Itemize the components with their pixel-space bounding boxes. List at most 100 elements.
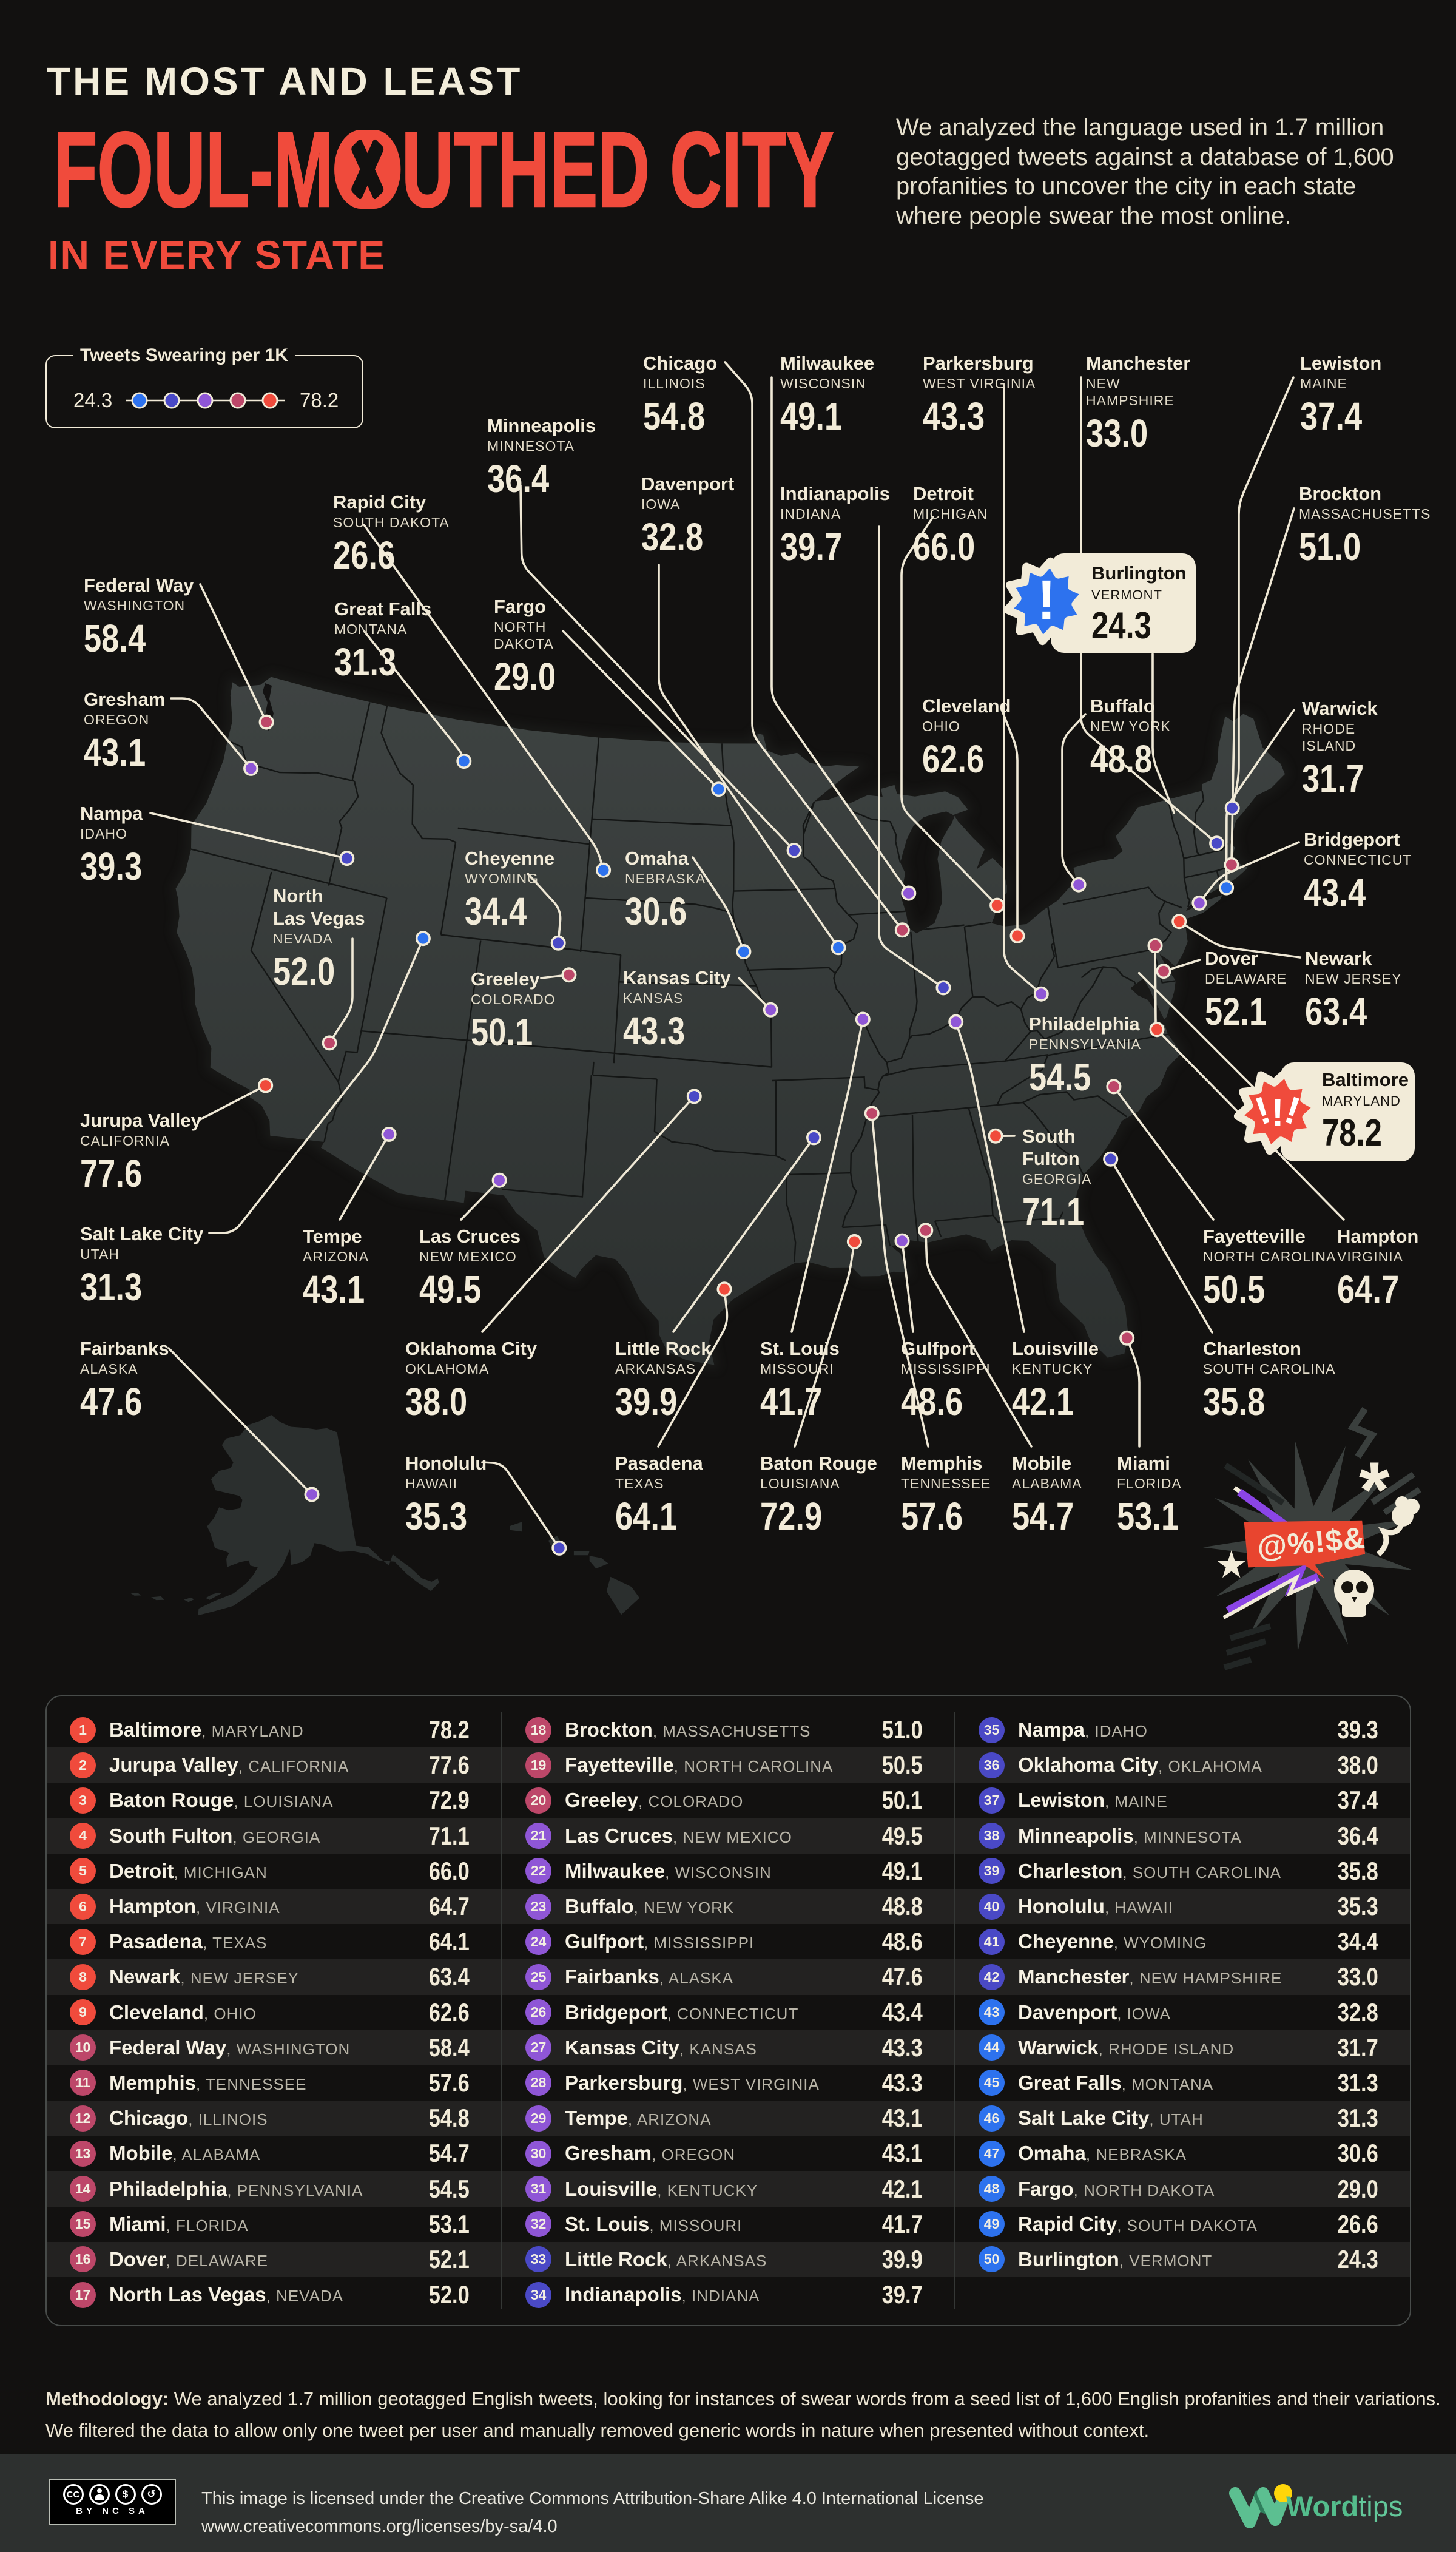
svg-text:Little Rock: Little Rock: [615, 1338, 712, 1359]
svg-text:Davenport: Davenport: [641, 473, 734, 495]
svg-text:Brockton: Brockton: [1299, 483, 1381, 504]
svg-text:26.6: 26.6: [333, 534, 395, 577]
svg-text:Gresham: Gresham: [84, 689, 165, 710]
svg-text:Fargo: Fargo: [494, 596, 546, 617]
svg-text:WASHINGTON: WASHINGTON: [84, 598, 185, 613]
svg-text:South: South: [1022, 1126, 1076, 1147]
svg-text:54.5: 54.5: [1029, 1056, 1091, 1099]
svg-text:52.0: 52.0: [273, 950, 335, 993]
svg-text:St. Louis: St. Louis: [760, 1338, 840, 1359]
svg-text:RHODE: RHODE: [1302, 721, 1355, 737]
svg-text:Fayetteville: Fayetteville: [1203, 1226, 1306, 1247]
svg-text:Indianapolis: Indianapolis: [780, 483, 890, 504]
svg-text:ARIZONA: ARIZONA: [303, 1249, 369, 1264]
svg-text:63.4: 63.4: [1305, 990, 1367, 1033]
svg-text:54.7: 54.7: [1012, 1495, 1074, 1538]
svg-text:Baton Rouge: Baton Rouge: [760, 1453, 877, 1474]
svg-text:71.1: 71.1: [1022, 1190, 1084, 1234]
svg-text:NORTH CAROLINA: NORTH CAROLINA: [1203, 1249, 1336, 1264]
svg-text:24.3: 24.3: [73, 389, 112, 411]
svg-text:WEST VIRGINIA: WEST VIRGINIA: [923, 376, 1036, 391]
svg-text:KANSAS: KANSAS: [623, 990, 683, 1006]
svg-text:HAWAII: HAWAII: [405, 1476, 457, 1491]
svg-text:Detroit: Detroit: [913, 483, 974, 504]
svg-text:Warwick: Warwick: [1302, 698, 1378, 719]
svg-text:ARKANSAS: ARKANSAS: [615, 1361, 696, 1377]
svg-text:78.2: 78.2: [1322, 1112, 1382, 1154]
svg-text:47.6: 47.6: [80, 1380, 142, 1423]
svg-text:36.4: 36.4: [487, 457, 550, 501]
svg-text:ALABAMA: ALABAMA: [1012, 1476, 1082, 1491]
svg-text:53.1: 53.1: [1117, 1495, 1179, 1538]
svg-text:Nampa: Nampa: [80, 803, 143, 824]
svg-text:MISSOURI: MISSOURI: [760, 1361, 834, 1377]
svg-text:29.0: 29.0: [494, 655, 556, 698]
svg-text:48.6: 48.6: [901, 1380, 963, 1423]
svg-text:Minneapolis: Minneapolis: [487, 415, 596, 436]
svg-text:Las Vegas: Las Vegas: [273, 908, 365, 929]
svg-text:62.6: 62.6: [922, 738, 984, 781]
svg-text:TENNESSEE: TENNESSEE: [901, 1476, 991, 1491]
svg-text:DELAWARE: DELAWARE: [1205, 971, 1287, 987]
svg-text:GEORGIA: GEORGIA: [1022, 1171, 1091, 1187]
svg-text:NEVADA: NEVADA: [273, 931, 333, 947]
svg-text:39.9: 39.9: [615, 1380, 677, 1423]
svg-text:Memphis: Memphis: [901, 1453, 982, 1474]
svg-text:Federal Way: Federal Way: [84, 575, 194, 596]
svg-text:*: *: [1359, 1445, 1390, 1534]
svg-text:Greeley: Greeley: [471, 968, 541, 990]
svg-text:41.7: 41.7: [760, 1380, 822, 1423]
svg-text:43.4: 43.4: [1304, 871, 1366, 914]
svg-text:Pasadena: Pasadena: [615, 1453, 704, 1474]
svg-text:Lewiston: Lewiston: [1300, 353, 1381, 374]
svg-text:Milwaukee: Milwaukee: [780, 353, 874, 374]
svg-text:Buffalo: Buffalo: [1090, 695, 1155, 717]
svg-text:PENNSYLVANIA: PENNSYLVANIA: [1029, 1036, 1141, 1052]
svg-text:66.0: 66.0: [913, 525, 975, 569]
svg-text:Honolulu: Honolulu: [405, 1453, 487, 1474]
svg-text:DAKOTA: DAKOTA: [494, 636, 554, 652]
svg-text:48.8: 48.8: [1090, 738, 1152, 781]
svg-text:77.6: 77.6: [80, 1152, 142, 1195]
svg-text:49.1: 49.1: [780, 395, 842, 438]
svg-text:Mobile: Mobile: [1012, 1453, 1071, 1474]
svg-text:INDIANA: INDIANA: [780, 506, 841, 522]
svg-text:43.1: 43.1: [84, 731, 146, 774]
svg-text:Cheyenne: Cheyenne: [465, 848, 554, 869]
svg-text:Newark: Newark: [1305, 948, 1372, 969]
svg-text:Great Falls: Great Falls: [334, 598, 431, 619]
svg-text:Cleveland: Cleveland: [922, 695, 1011, 717]
svg-text:CALIFORNIA: CALIFORNIA: [80, 1133, 170, 1149]
svg-text:34.4: 34.4: [465, 890, 527, 933]
svg-text:Kansas City: Kansas City: [623, 967, 731, 988]
svg-text:Salt Lake City: Salt Lake City: [80, 1223, 204, 1244]
svg-text:49.5: 49.5: [419, 1268, 481, 1311]
svg-text:NEW MEXICO: NEW MEXICO: [419, 1249, 517, 1264]
svg-text:43.3: 43.3: [923, 395, 985, 438]
svg-text:52.1: 52.1: [1205, 990, 1267, 1033]
svg-text:Fulton: Fulton: [1022, 1148, 1080, 1169]
svg-text:Baltimore: Baltimore: [1322, 1069, 1409, 1090]
svg-text:50.5: 50.5: [1203, 1268, 1265, 1311]
svg-text:OHIO: OHIO: [922, 718, 960, 734]
svg-text:ISLAND: ISLAND: [1302, 738, 1356, 754]
svg-text:42.1: 42.1: [1012, 1380, 1074, 1423]
svg-text:Omaha: Omaha: [625, 848, 689, 869]
svg-text:35.8: 35.8: [1203, 1380, 1265, 1423]
svg-text:Louisville: Louisville: [1012, 1338, 1099, 1359]
svg-text:VIRGINIA: VIRGINIA: [1337, 1249, 1403, 1264]
svg-text:37.4: 37.4: [1300, 395, 1363, 438]
svg-text:43.1: 43.1: [303, 1268, 365, 1311]
svg-text:57.6: 57.6: [901, 1495, 963, 1538]
svg-text:31.3: 31.3: [334, 641, 396, 684]
svg-text:Tempe: Tempe: [303, 1226, 362, 1247]
svg-text:North: North: [273, 885, 323, 906]
svg-text:MARYLAND: MARYLAND: [1322, 1093, 1401, 1109]
svg-text:ILLINOIS: ILLINOIS: [643, 376, 706, 391]
svg-text:72.9: 72.9: [760, 1495, 822, 1538]
svg-text:Dover: Dover: [1205, 948, 1258, 969]
svg-text:SOUTH CAROLINA: SOUTH CAROLINA: [1203, 1361, 1335, 1377]
svg-text:Manchester: Manchester: [1086, 353, 1190, 374]
svg-text:32.8: 32.8: [641, 516, 703, 559]
svg-text:33.0: 33.0: [1086, 412, 1148, 455]
